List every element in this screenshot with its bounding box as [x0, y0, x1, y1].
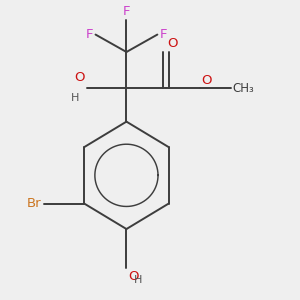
Text: O: O: [168, 37, 178, 50]
Text: F: F: [159, 28, 167, 41]
Text: O: O: [128, 270, 138, 283]
Text: Br: Br: [27, 197, 42, 210]
Text: H: H: [71, 93, 79, 103]
Text: F: F: [86, 28, 94, 41]
Text: H: H: [134, 275, 142, 286]
Text: CH₃: CH₃: [232, 82, 254, 95]
Text: O: O: [202, 74, 212, 87]
Text: O: O: [74, 71, 84, 85]
Text: F: F: [123, 5, 130, 18]
